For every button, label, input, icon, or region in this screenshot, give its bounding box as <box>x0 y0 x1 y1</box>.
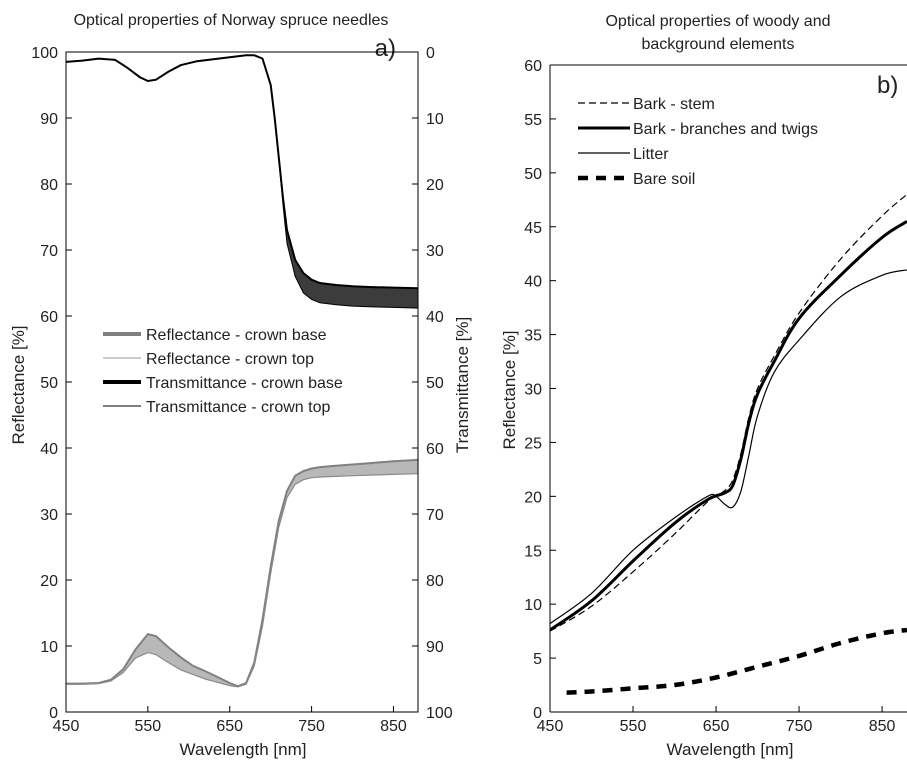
y-tick-label: 35 <box>524 328 542 345</box>
transmittance-band <box>66 55 418 309</box>
y-tick-label: 10 <box>40 639 58 656</box>
panel-a-label: a) <box>375 35 396 62</box>
y-tick-label: 30 <box>40 507 58 524</box>
y-tick-label: 80 <box>40 177 58 194</box>
series-transmittance-crown-top <box>65 54 419 309</box>
y-tick-label: 50 <box>40 375 58 392</box>
panel-b-legend: Bark - stem Bark - branches and twigs Litt… <box>578 96 818 188</box>
y-tick-label: 20 <box>524 489 542 506</box>
panel-a-legend: Reflectance - crown base Reflectance - cr… <box>103 327 343 416</box>
y2-tick-label: 40 <box>426 309 444 326</box>
y-tick-label: 15 <box>524 543 542 560</box>
legend-label: Reflectance - crown base <box>146 327 327 344</box>
panel-b-xlabel: Wavelength [nm] <box>667 740 794 759</box>
y2-tick-label: 20 <box>426 177 444 194</box>
x-tick-label: 650 <box>216 718 243 735</box>
x-tick-label: 850 <box>380 718 407 735</box>
y-tick-label: 0 <box>533 705 542 722</box>
y-tick-label: 70 <box>40 243 58 260</box>
y-tick-label: 90 <box>40 111 58 128</box>
panel-b-plot: 450 550 650 750 850 0 5 10 15 20 25 30 35 40 45 50 55 60 B… <box>524 58 907 735</box>
legend-label: Litter <box>633 146 669 163</box>
y2-tick-label: 60 <box>426 441 444 458</box>
panel-a-plot: 450 550 650 750 850 0 10 20 30 40 50 60 70 80 90 100 0 10… <box>31 45 453 735</box>
y-tick-label: 20 <box>40 573 58 590</box>
panel-b-series <box>550 193 907 695</box>
x-tick-label: 450 <box>53 718 80 735</box>
y2-tick-label: 30 <box>426 243 444 260</box>
y2-tick-label: 0 <box>426 45 435 62</box>
y-tick-label: 25 <box>524 435 542 452</box>
legend-label: Reflectance - crown top <box>146 351 314 368</box>
y-tick-label: 55 <box>524 112 542 129</box>
panel-a-title: Optical properties of Norway spruce need… <box>74 12 389 29</box>
y2-tick-label: 80 <box>426 573 444 590</box>
y2-tick-label: 70 <box>426 507 444 524</box>
y-tick-label: 40 <box>524 274 542 291</box>
series-bark-branches-and-twigs <box>550 220 907 632</box>
y2-tick-label: 90 <box>426 639 444 656</box>
legend-label: Transmittance - crown top <box>146 399 330 416</box>
panel-a-y2label: Transmittance [%] <box>453 317 472 453</box>
panel-b-label: b) <box>877 72 898 99</box>
x-tick-label: 450 <box>537 718 564 735</box>
legend-label: Bark - stem <box>633 96 715 113</box>
series-bare-soil <box>566 627 907 695</box>
legend-label: Bare soil <box>633 171 695 188</box>
y-tick-label: 5 <box>533 651 542 668</box>
x-tick-label: 850 <box>869 718 896 735</box>
series-litter <box>550 269 907 625</box>
panel-b-title-line1: Optical properties of woody and <box>605 13 830 30</box>
reflectance-band <box>66 459 418 687</box>
y-tick-label: 60 <box>40 309 58 326</box>
y-tick-label: 50 <box>524 166 542 183</box>
y-tick-label: 30 <box>524 382 542 399</box>
x-tick-label: 750 <box>786 718 813 735</box>
panel-a-ylabel: Reflectance [%] <box>9 325 28 444</box>
legend-label: Transmittance - crown base <box>146 375 343 392</box>
legend-label: Bark - branches and twigs <box>633 121 818 138</box>
y-tick-label: 0 <box>49 705 58 722</box>
panel-a-xlabel: Wavelength [nm] <box>180 740 307 759</box>
panel-b-ylabel: Reflectance [%] <box>500 330 519 449</box>
series-transmittance-crown-base <box>65 54 419 290</box>
series-bark-stem <box>550 193 907 632</box>
panel-b-title-line2: background elements <box>642 36 795 53</box>
y-tick-label: 40 <box>40 441 58 458</box>
x-tick-label: 650 <box>703 718 730 735</box>
x-tick-label: 550 <box>620 718 647 735</box>
x-tick-label: 550 <box>135 718 162 735</box>
y-tick-label: 10 <box>524 597 542 614</box>
y2-tick-label: 100 <box>426 705 453 722</box>
y-tick-label: 45 <box>524 220 542 237</box>
y2-tick-label: 50 <box>426 375 444 392</box>
y2-tick-label: 10 <box>426 111 444 128</box>
x-tick-label: 750 <box>298 718 325 735</box>
series-reflectance-crown-base <box>66 458 419 688</box>
y-tick-label: 60 <box>524 58 542 75</box>
series-reflectance-crown-top <box>66 473 419 688</box>
y-tick-label: 100 <box>31 45 58 62</box>
